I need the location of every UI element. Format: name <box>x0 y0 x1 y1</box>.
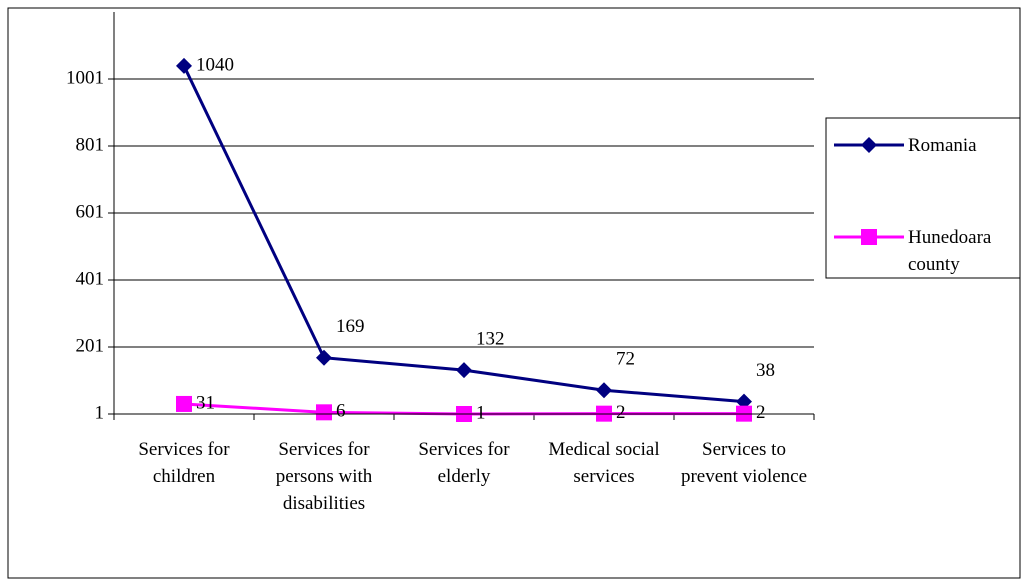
x-tick-label: Services to prevent violence <box>680 439 808 487</box>
legend-label: Hunedoara county <box>908 227 992 275</box>
data-label: 2 <box>756 402 766 423</box>
data-label: 2 <box>616 402 626 423</box>
data-label: 1040 <box>196 54 234 75</box>
y-tick-label: 801 <box>76 134 105 155</box>
series-line <box>182 65 745 404</box>
y-tick-label: 201 <box>76 335 105 356</box>
x-tick-label: Services for elderly <box>418 439 510 487</box>
marker <box>176 395 192 412</box>
data-label: 132 <box>476 328 505 349</box>
x-tick-label: Medical social services <box>548 439 660 487</box>
marker <box>861 137 877 153</box>
y-tick-label: 1001 <box>66 67 104 88</box>
data-label: 31 <box>196 392 215 413</box>
data-label: 38 <box>756 360 775 381</box>
y-tick-label: 601 <box>76 201 105 222</box>
legend-label: Romania <box>908 135 977 156</box>
marker <box>861 229 877 245</box>
marker <box>316 404 332 421</box>
y-tick-label: 401 <box>76 268 105 289</box>
marker <box>596 382 612 399</box>
y-tick-label: 1 <box>95 402 105 423</box>
data-label: 6 <box>336 401 346 422</box>
marker <box>736 393 752 410</box>
data-label: 1 <box>476 402 486 423</box>
x-tick-label: Services for persons with disabilities <box>275 439 373 514</box>
marker <box>456 362 472 379</box>
data-label: 169 <box>336 316 365 337</box>
x-tick-label: Services for children <box>138 439 230 487</box>
chart-frame <box>7 7 1021 579</box>
marker <box>176 57 192 74</box>
marker <box>316 349 332 366</box>
data-label: 72 <box>616 349 635 370</box>
